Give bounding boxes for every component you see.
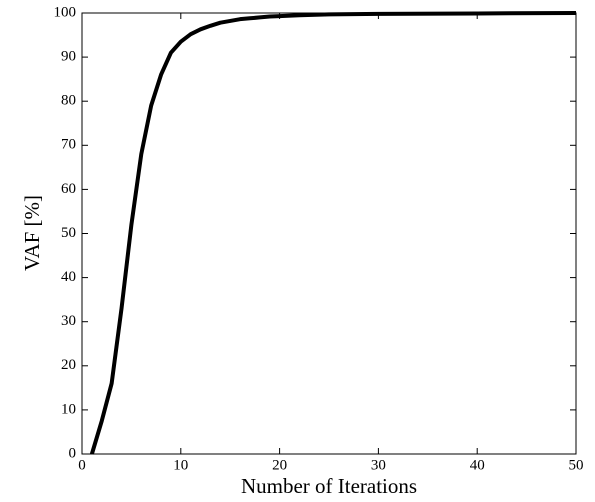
x-tick-label: 40 — [470, 457, 485, 473]
y-tick-label: 100 — [54, 4, 77, 20]
y-axis-label: VAF [%] — [20, 195, 44, 271]
y-tick-label: 10 — [61, 401, 76, 417]
y-tick-label: 80 — [61, 93, 76, 109]
x-tick-label: 50 — [569, 457, 584, 473]
x-tick-label: 10 — [173, 457, 188, 473]
y-tick-label: 90 — [61, 49, 76, 65]
line — [89, 11, 577, 455]
y-tick-label: 20 — [61, 357, 76, 373]
x-tick-label: 30 — [371, 457, 386, 473]
y-tick-label: 40 — [61, 269, 76, 285]
y-tick-label: 50 — [61, 225, 76, 241]
y-tick-label: 30 — [61, 313, 76, 329]
y-tick-label: 70 — [61, 137, 76, 153]
y-tick-label: 60 — [61, 181, 76, 197]
y-tick-label: 0 — [69, 445, 77, 461]
x-tick-label: 20 — [272, 457, 287, 473]
x-axis-label: Number of Iterations — [241, 474, 417, 498]
x-tick-label: 0 — [78, 457, 86, 473]
plot-frame — [81, 12, 577, 455]
